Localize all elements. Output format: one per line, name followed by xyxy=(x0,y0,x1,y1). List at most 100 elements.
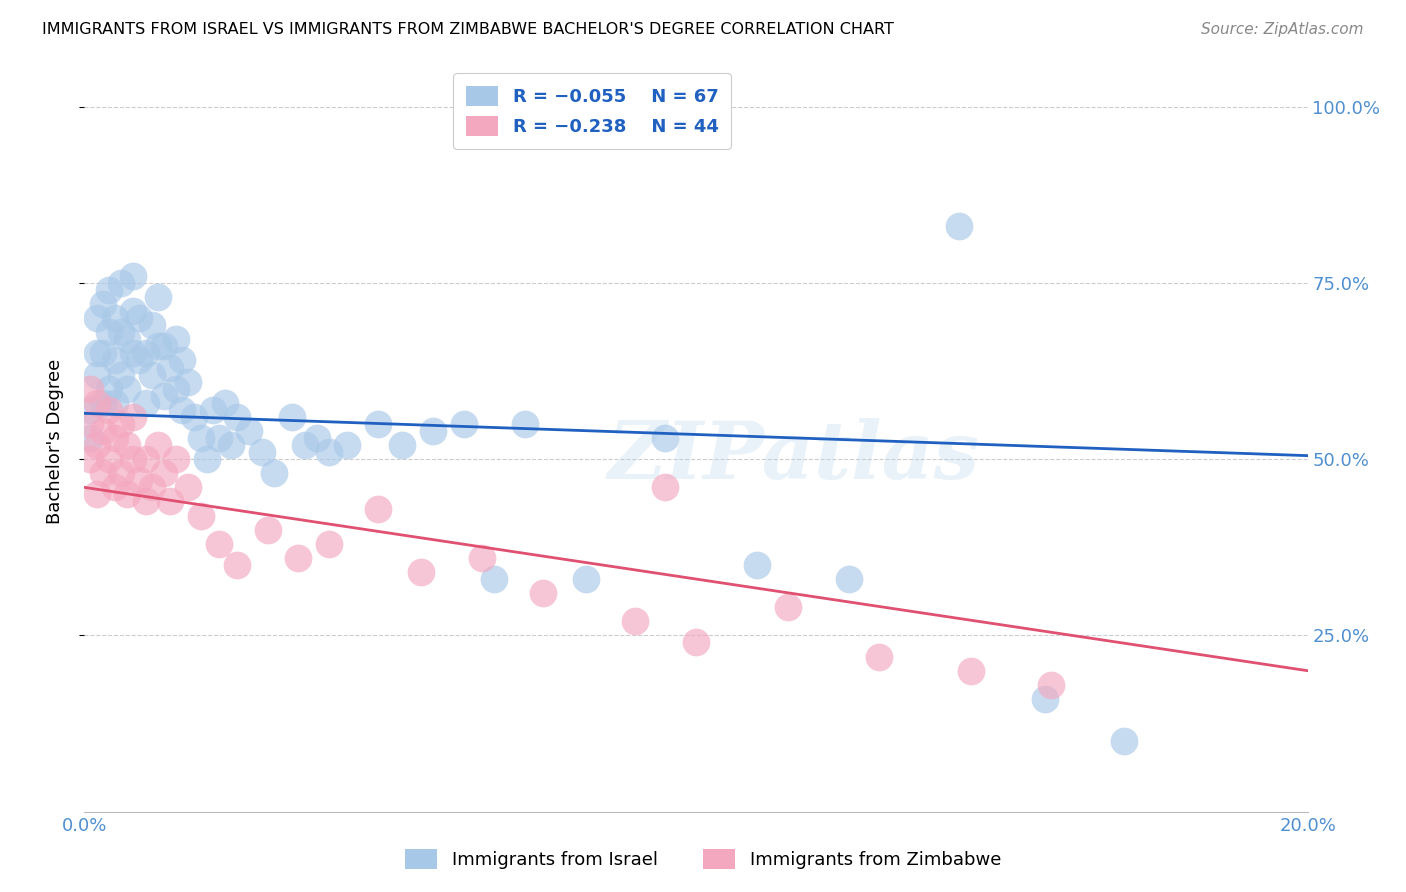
Point xyxy=(91,346,114,360)
Y-axis label: Bachelor's Degree: Bachelor's Degree xyxy=(45,359,63,524)
Point xyxy=(104,396,127,410)
Point xyxy=(122,346,145,360)
Point xyxy=(135,396,157,410)
Legend: R = −0.055    N = 67, R = −0.238    N = 44: R = −0.055 N = 67, R = −0.238 N = 44 xyxy=(453,73,731,149)
Point xyxy=(110,467,132,481)
Point xyxy=(287,550,309,565)
Point xyxy=(141,368,163,382)
Point xyxy=(97,283,120,297)
Point xyxy=(91,396,114,410)
Point xyxy=(367,417,389,431)
Point xyxy=(146,438,169,452)
Point xyxy=(190,508,212,523)
Point xyxy=(86,311,108,326)
Point xyxy=(153,389,176,403)
Point xyxy=(226,558,249,572)
Point xyxy=(183,409,205,424)
Point xyxy=(86,438,108,452)
Point xyxy=(128,311,150,326)
Point xyxy=(91,467,114,481)
Point xyxy=(86,487,108,501)
Point xyxy=(153,467,176,481)
Point xyxy=(1039,678,1062,692)
Point xyxy=(294,438,316,452)
Point xyxy=(135,494,157,508)
Point xyxy=(91,424,114,438)
Point xyxy=(159,494,181,508)
Point xyxy=(146,339,169,353)
Point xyxy=(165,332,187,346)
Point xyxy=(869,649,891,664)
Point xyxy=(135,346,157,360)
Point xyxy=(110,417,132,431)
Point xyxy=(177,480,200,494)
Point xyxy=(104,431,127,445)
Point xyxy=(281,409,304,424)
Point xyxy=(391,438,413,452)
Point xyxy=(747,558,769,572)
Point xyxy=(97,452,120,467)
Text: ZIPatlas: ZIPatlas xyxy=(607,417,980,495)
Point xyxy=(422,424,444,438)
Point xyxy=(318,537,340,551)
Point xyxy=(165,452,187,467)
Point xyxy=(190,431,212,445)
Point xyxy=(482,572,505,586)
Point xyxy=(97,382,120,396)
Point xyxy=(86,368,108,382)
Point xyxy=(104,353,127,368)
Point xyxy=(336,438,359,452)
Point xyxy=(91,297,114,311)
Point xyxy=(86,346,108,360)
Point xyxy=(201,402,224,417)
Point xyxy=(685,635,707,649)
Point xyxy=(153,339,176,353)
Point xyxy=(159,360,181,375)
Point xyxy=(838,572,860,586)
Point xyxy=(79,402,101,417)
Point xyxy=(513,417,536,431)
Point xyxy=(208,537,231,551)
Point xyxy=(367,501,389,516)
Point xyxy=(453,417,475,431)
Point xyxy=(146,290,169,304)
Point xyxy=(122,304,145,318)
Point xyxy=(122,452,145,467)
Point xyxy=(110,276,132,290)
Point xyxy=(122,268,145,283)
Point xyxy=(654,431,676,445)
Point xyxy=(165,382,187,396)
Point xyxy=(79,417,101,431)
Point xyxy=(104,480,127,494)
Point xyxy=(531,586,554,600)
Point xyxy=(177,375,200,389)
Point xyxy=(128,353,150,368)
Point xyxy=(79,452,101,467)
Point xyxy=(115,382,138,396)
Point xyxy=(948,219,970,234)
Text: Source: ZipAtlas.com: Source: ZipAtlas.com xyxy=(1201,22,1364,37)
Point xyxy=(141,480,163,494)
Point xyxy=(575,572,598,586)
Point xyxy=(110,325,132,339)
Point xyxy=(250,445,273,459)
Point xyxy=(122,409,145,424)
Point xyxy=(305,431,328,445)
Point xyxy=(195,452,218,467)
Point xyxy=(471,550,494,565)
Point xyxy=(115,332,138,346)
Legend: Immigrants from Israel, Immigrants from Zimbabwe: Immigrants from Israel, Immigrants from … xyxy=(395,839,1011,879)
Point xyxy=(654,480,676,494)
Point xyxy=(128,473,150,487)
Point xyxy=(238,424,260,438)
Point xyxy=(257,523,280,537)
Point xyxy=(110,368,132,382)
Point xyxy=(1114,734,1136,748)
Point xyxy=(409,565,432,579)
Point xyxy=(104,311,127,326)
Point xyxy=(115,438,138,452)
Point xyxy=(86,396,108,410)
Text: IMMIGRANTS FROM ISRAEL VS IMMIGRANTS FROM ZIMBABWE BACHELOR'S DEGREE CORRELATION: IMMIGRANTS FROM ISRAEL VS IMMIGRANTS FRO… xyxy=(42,22,894,37)
Point xyxy=(172,402,194,417)
Point xyxy=(1033,692,1056,706)
